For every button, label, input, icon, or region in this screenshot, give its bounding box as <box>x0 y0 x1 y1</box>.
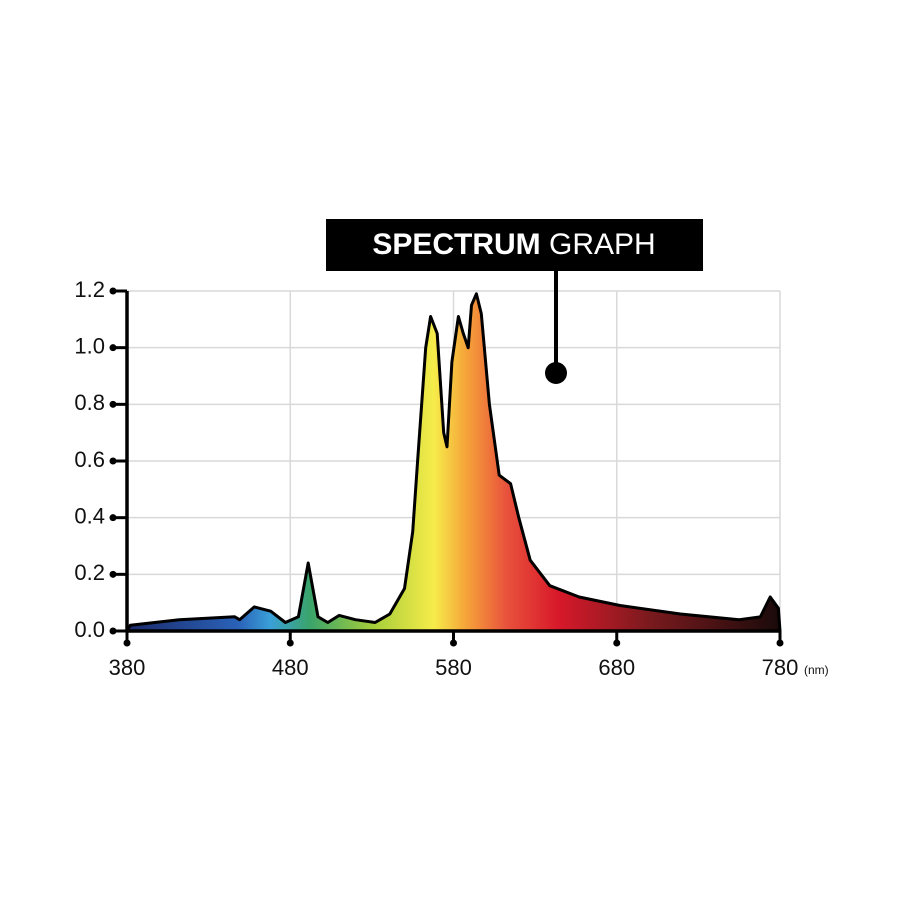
y-tick-label: 0.8 <box>74 390 105 415</box>
title-rest: GRAPH <box>549 228 656 261</box>
x-tick-label: 680 <box>598 655 635 680</box>
spectrum-area <box>125 292 782 633</box>
callout-dot <box>545 362 567 384</box>
chart-title: SPECTRUM GRAPH <box>372 228 655 261</box>
x-tick-label: 780 <box>762 655 799 680</box>
x-tick-label: 480 <box>272 655 309 680</box>
y-tick-label: 0.6 <box>74 447 105 472</box>
y-tick-label: 0.4 <box>74 503 105 528</box>
y-tick-label: 0.2 <box>74 560 105 585</box>
title-box <box>326 219 703 271</box>
y-tick-label: 0.0 <box>74 617 105 642</box>
x-tick-label: 580 <box>435 655 472 680</box>
x-tick-label: 380 <box>109 655 146 680</box>
x-unit-label: (nm) <box>804 663 829 677</box>
axes: 0.0 0.2 0.4 0.6 0.8 1.0 1.2 380 480 580 680 780 <box>74 277 798 680</box>
y-tick-label: 1.2 <box>74 277 105 302</box>
title-bold: SPECTRUM <box>372 228 540 261</box>
y-tick-label: 1.0 <box>74 333 105 358</box>
